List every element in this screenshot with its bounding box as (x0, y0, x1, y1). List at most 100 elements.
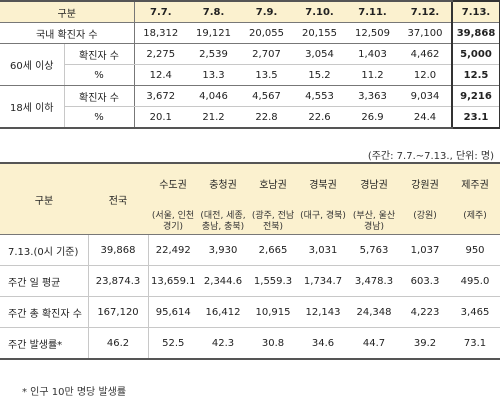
header-row: 구분 7.7. 7.8. 7.9. 7.10. 7.11. 7.12. 7.13… (0, 0, 500, 23)
region-name: 경북권 (309, 180, 337, 191)
region-name: 경남권 (360, 180, 388, 191)
table-cell: 1,559.3 (248, 265, 298, 297)
table-cell: 22.6 (293, 106, 346, 129)
table-cell: 42.3 (198, 327, 248, 360)
table-cell: 15.2 (293, 64, 346, 86)
header-row: 구분 전국 수도권 (서울, 인천 경기) 충청권 (대전, 세종, 충남, 충북)… (0, 162, 500, 235)
row-label: 7.13.(0시 기준) (0, 234, 88, 266)
table-cell: 16,412 (198, 296, 248, 328)
highlight-cell: 5,000 (451, 43, 500, 65)
table-cell: 4,046 (187, 85, 240, 107)
region-subtitle: (대전, 세종, 충남, 충북) (200, 211, 246, 232)
table-cell: 24,348 (348, 296, 400, 328)
row-label: % (63, 64, 135, 86)
table-row: % 20.1 21.2 22.8 22.6 26.9 24.4 23.1 (0, 106, 500, 129)
total-cell: 46.2 (87, 327, 148, 360)
row-label: 주간 총 확진자 수 (0, 296, 88, 328)
region-name: 수도권 (159, 180, 187, 191)
highlight-cell: 9,216 (451, 85, 500, 107)
table-cell: 20.1 (134, 106, 187, 129)
table-cell: 12,509 (346, 22, 399, 44)
highlight-cell: 39,868 (451, 22, 500, 44)
table-cell: 13.5 (240, 64, 293, 86)
regional-cases-table: 구분 전국 수도권 (서울, 인천 경기) 충청권 (대전, 세종, 충남, 충북)… (0, 162, 500, 360)
table-cell: 34.6 (298, 327, 348, 360)
table-cell: 5,763 (348, 234, 400, 266)
table-cell: 3,672 (134, 85, 187, 107)
table-cell: 3,465 (450, 296, 500, 328)
highlight-date-header: 7.13. (451, 0, 500, 23)
table-cell: 10,915 (248, 296, 298, 328)
total-cell: 23,874.3 (87, 265, 148, 297)
unit-note: (주간: 7.7.~7.13., 단위: 명) (367, 151, 494, 162)
table-cell: 4,223 (400, 296, 450, 328)
region-subtitle: (부산, 울산 경남) (352, 211, 396, 232)
region-header: 충청권 (대전, 세종, 충남, 충북) (198, 162, 248, 235)
table-cell: 1,403 (346, 43, 399, 65)
table-cell: 1,037 (400, 234, 450, 266)
table-cell: 4,567 (240, 85, 293, 107)
table-cell: 39.2 (400, 327, 450, 360)
row-label: % (63, 106, 135, 129)
region-name: 호남권 (259, 180, 287, 191)
date-header: 7.7. (134, 0, 187, 23)
table-cell: 12,143 (298, 296, 348, 328)
table-cell: 22.8 (240, 106, 293, 129)
table-cell: 18,312 (134, 22, 187, 44)
date-header: 7.9. (240, 0, 293, 23)
table-cell: 3,363 (346, 85, 399, 107)
date-header: 7.11. (346, 0, 399, 23)
table-cell: 95,614 (147, 296, 198, 328)
daily-cases-table: 구분 7.7. 7.8. 7.9. 7.10. 7.11. 7.12. 7.13… (0, 0, 500, 129)
table-cell: 44.7 (348, 327, 400, 360)
table-cell: 495.0 (450, 265, 500, 297)
row-label: 확진자 수 (63, 43, 135, 65)
table-cell: 603.3 (400, 265, 450, 297)
table-cell: 2,275 (134, 43, 187, 65)
table-cell: 3,054 (293, 43, 346, 65)
date-header: 7.12. (399, 0, 452, 23)
table-cell: 2,344.6 (198, 265, 248, 297)
table-cell: 20,055 (240, 22, 293, 44)
region-name: 제주권 (461, 180, 489, 191)
row-label: 주간 일 평균 (0, 265, 88, 297)
total-header: 전국 (88, 162, 148, 235)
table-cell: 12.4 (134, 64, 187, 86)
highlight-cell: 12.5 (451, 64, 500, 86)
date-header: 7.8. (187, 0, 240, 23)
table-cell: 4,553 (293, 85, 346, 107)
region-subtitle: (서울, 인천 경기) (151, 211, 195, 232)
table-cell: 4,462 (399, 43, 452, 65)
region-header: 강원권 (강원) (400, 162, 450, 235)
total-cell: 167,120 (87, 296, 148, 328)
group-label: 60세 이상 (0, 43, 64, 86)
region-header: 호남권 (광주, 전남 전북) (248, 162, 298, 235)
row-label: 주간 발생률* (0, 327, 88, 360)
table-cell: 12.0 (399, 64, 452, 86)
region-header: 수도권 (서울, 인천 경기) (148, 162, 198, 235)
table-cell: 21.2 (187, 106, 240, 129)
table-cell: 2,539 (187, 43, 240, 65)
table-row: 주간 총 확진자 수 167,120 95,614 16,412 10,915 … (0, 296, 500, 328)
region-header: 경북권 (대구, 경북) (298, 162, 348, 235)
table-row: 주간 일 평균 23,874.3 13,659.1 2,344.6 1,559.… (0, 265, 500, 297)
region-name: 충청권 (209, 180, 237, 191)
table-cell: 30.8 (248, 327, 298, 360)
footnote: * 인구 10만 명당 발생률 (22, 387, 127, 398)
row-label: 확진자 수 (63, 85, 135, 107)
region-name: 강원권 (411, 180, 439, 191)
table-cell: 3,478.3 (348, 265, 400, 297)
table-cell: 3,930 (198, 234, 248, 266)
table-row: 18세 이하 확진자 수 3,672 4,046 4,567 4,553 3,3… (0, 85, 500, 129)
table-row: 60세 이상 확진자 수 2,275 2,539 2,707 3,054 1,4… (0, 43, 500, 86)
table-row: % 12.4 13.3 13.5 15.2 11.2 12.0 12.5 (0, 64, 500, 86)
table-cell: 950 (450, 234, 500, 266)
table-cell: 22,492 (147, 234, 198, 266)
table-cell: 3,031 (298, 234, 348, 266)
row-label: 국내 확진자 수 (0, 22, 135, 44)
table-cell: 1,734.7 (298, 265, 348, 297)
region-subtitle: (제주) (463, 211, 487, 221)
region-subtitle: (강원) (413, 211, 437, 221)
table-cell: 73.1 (450, 327, 500, 360)
date-header: 7.10. (293, 0, 346, 23)
